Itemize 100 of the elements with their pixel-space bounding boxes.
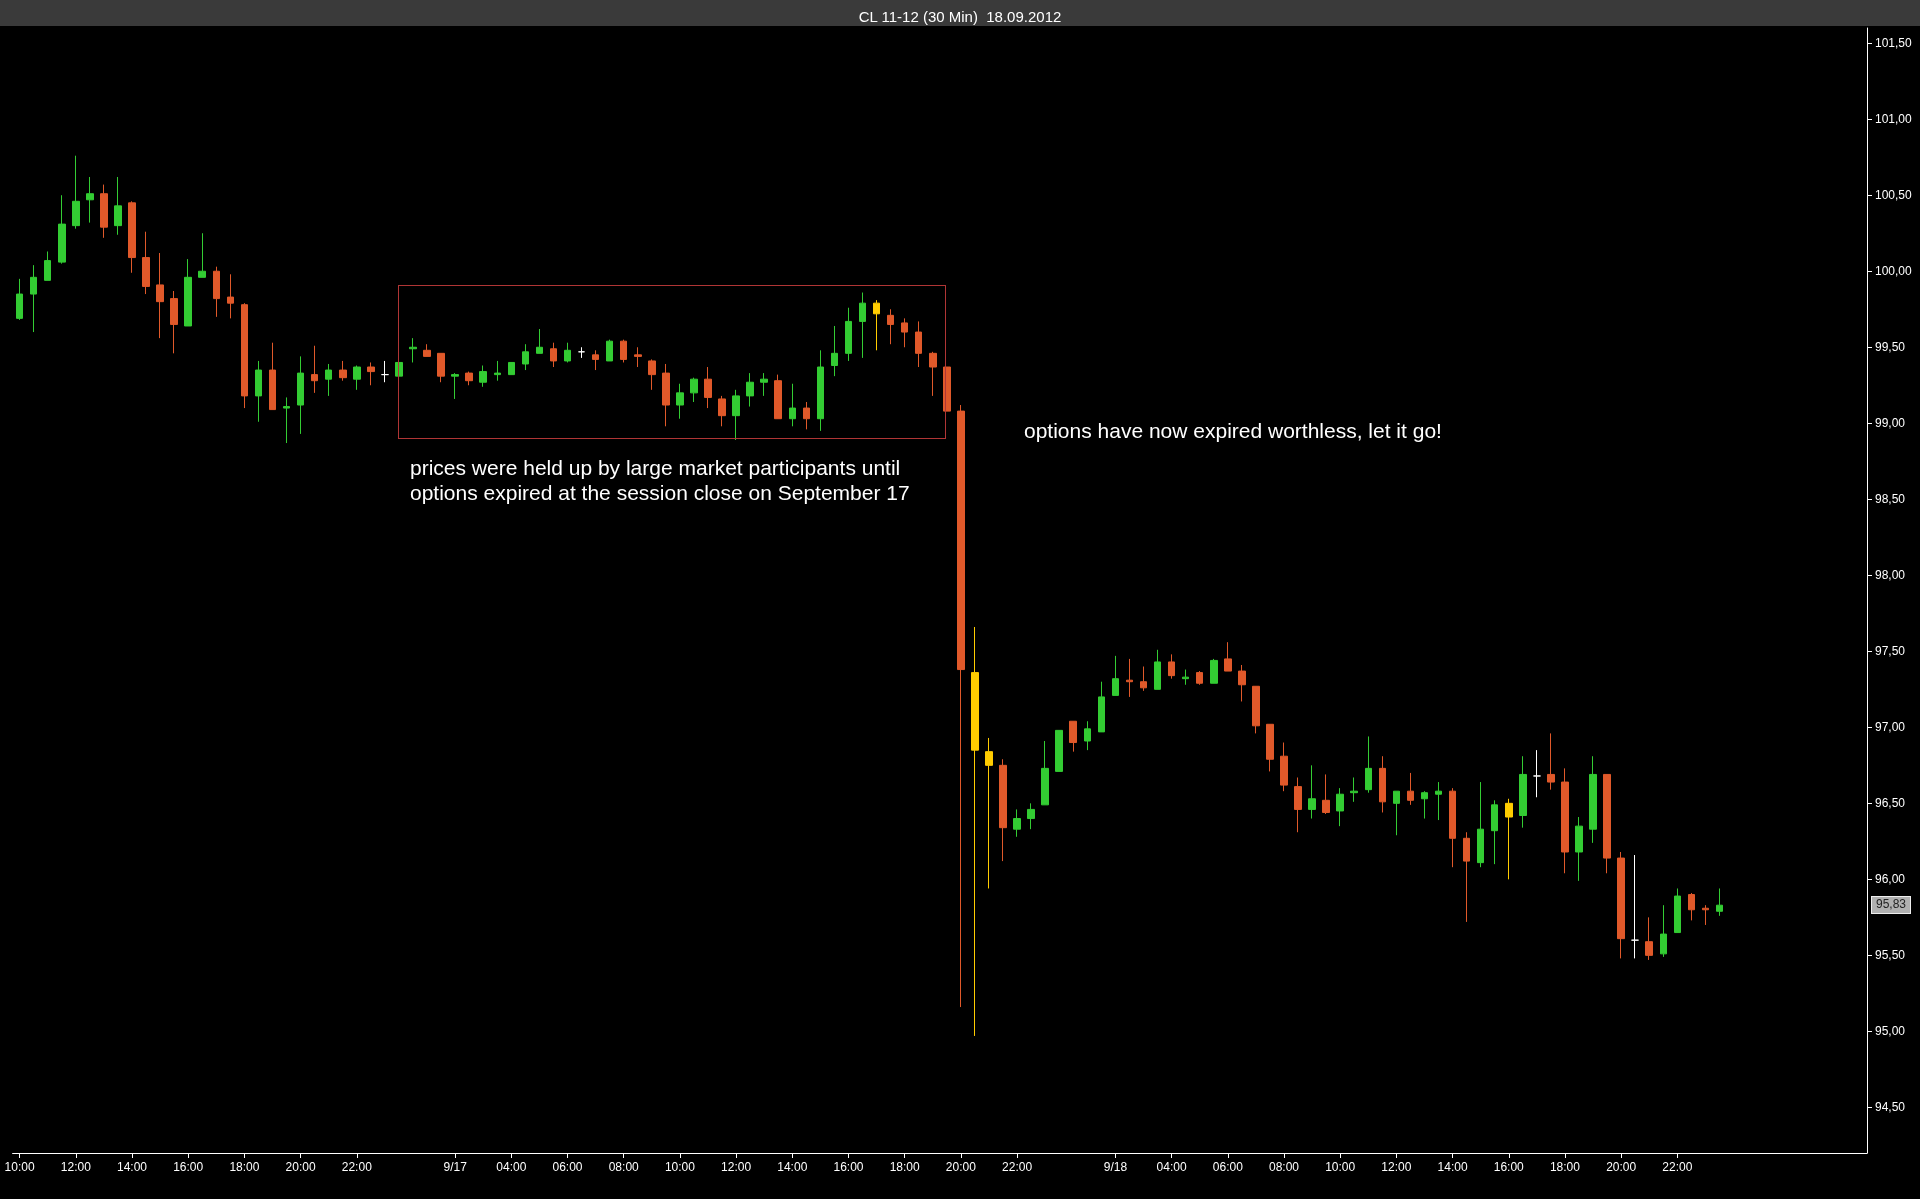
x-tick-label: 12:00 [60, 1160, 92, 1174]
candlestick [1266, 723, 1274, 772]
candlestick [100, 184, 108, 239]
y-tick-label: 96,00 [1875, 872, 1906, 887]
candlestick [114, 176, 122, 236]
candlestick [887, 308, 894, 345]
x-tick-label: 04:00 [1156, 1160, 1187, 1174]
candlestick [1533, 749, 1541, 798]
candlestick [58, 194, 66, 265]
candlestick [1182, 669, 1189, 686]
candlestick [606, 339, 613, 362]
candlestick [269, 342, 276, 411]
x-tick-label: 9/18 [1103, 1160, 1128, 1174]
y-tick-label: 95,00 [1875, 1024, 1906, 1039]
candlestick [142, 231, 150, 295]
x-tick-label: 20:00 [945, 1160, 977, 1174]
x-tick-label: 22:00 [1662, 1160, 1693, 1174]
candlestick [1660, 904, 1667, 958]
candlestick [1027, 802, 1035, 830]
candlestick [985, 737, 993, 889]
candlestick [1617, 851, 1625, 959]
candlestick [381, 360, 389, 383]
candlestick [662, 363, 670, 427]
candlestick [1098, 681, 1105, 733]
candlestick [1168, 653, 1175, 680]
candlestick [1379, 755, 1386, 813]
y-tick-label: 95,50 [1875, 948, 1906, 963]
candlestick [283, 396, 290, 444]
candlestick [227, 273, 234, 319]
x-tick-label: 16:00 [173, 1160, 204, 1174]
y-tick-label: 97,50 [1875, 644, 1906, 659]
candlestick [1519, 755, 1527, 829]
candlestick [1140, 666, 1147, 692]
candlestick [1322, 773, 1330, 815]
candlestick [184, 258, 192, 327]
candlestick [1645, 916, 1653, 961]
x-tick-label: 10:00 [4, 1160, 35, 1174]
y-tick-label: 98,50 [1875, 492, 1906, 507]
text: 95,83 [1871, 896, 1912, 915]
candlestick [1196, 670, 1203, 686]
candlestick [845, 307, 852, 362]
candlestick [971, 626, 979, 1037]
candlestick [803, 401, 810, 430]
candlestick [1069, 720, 1077, 753]
annotation: options have now expired worthless, let it go! [1024, 418, 1443, 443]
candlestick [1449, 787, 1456, 868]
candlestick [367, 361, 375, 386]
candlestick [311, 345, 318, 394]
candlestick [1013, 808, 1021, 838]
candlestick [1463, 831, 1470, 923]
candlestick [1421, 790, 1428, 820]
candlestick [1154, 649, 1161, 690]
candlestick [704, 366, 712, 409]
x-tick-label: 9/17 [443, 1160, 468, 1174]
x-tick-label: 18:00 [229, 1160, 260, 1174]
candlestick [1631, 854, 1639, 959]
candlestick [634, 346, 642, 368]
candlestick [297, 355, 304, 435]
candlestick [339, 360, 347, 382]
candlestick [1336, 787, 1344, 827]
x-tick-label: 14:00 [117, 1160, 148, 1174]
candlestick [325, 363, 332, 397]
candlestick [690, 377, 698, 403]
candlestick [789, 383, 796, 427]
y-tick-label: 100,00 [1875, 264, 1913, 279]
candlestick [648, 358, 656, 391]
candlestick [1112, 655, 1119, 696]
x-tick-label: 06:00 [1212, 1160, 1244, 1174]
candlestick [1308, 764, 1316, 820]
candlestick [1280, 742, 1288, 792]
candlestick [1505, 798, 1513, 880]
annotation: prices were held up by large market participants until options expired at the session close on September 17 [410, 455, 911, 505]
candlestick [1055, 729, 1063, 772]
candlestick [620, 339, 627, 363]
candlestick [255, 360, 262, 423]
x-tick-label: 08:00 [1268, 1160, 1300, 1174]
candlestick [831, 325, 838, 377]
candlestick [915, 320, 922, 368]
y-tick-label: 98,00 [1875, 568, 1906, 583]
candlestick [1477, 781, 1484, 868]
candlestick [1126, 658, 1133, 698]
candlestick [44, 250, 51, 281]
candlestick [564, 342, 571, 363]
candlestick [1561, 767, 1569, 874]
x-tick-label: 06:00 [552, 1160, 583, 1174]
x-tick-label: 14:00 [1437, 1160, 1468, 1174]
y-tick-label: 97,00 [1875, 720, 1906, 735]
candlestick [999, 758, 1007, 862]
candlestick [213, 266, 220, 318]
candlestick [859, 292, 866, 359]
candlestick [873, 299, 880, 351]
candlestick [241, 302, 248, 409]
candlestick [732, 389, 740, 441]
y-tick-label: 101,50 [1875, 36, 1913, 51]
x-tick-label: 10:00 [1325, 1160, 1356, 1174]
x-tick-label: 04:00 [496, 1160, 527, 1174]
candlestick [817, 349, 824, 432]
candlestick [128, 200, 136, 274]
candlestick [1041, 740, 1049, 806]
candlestick [718, 395, 726, 427]
